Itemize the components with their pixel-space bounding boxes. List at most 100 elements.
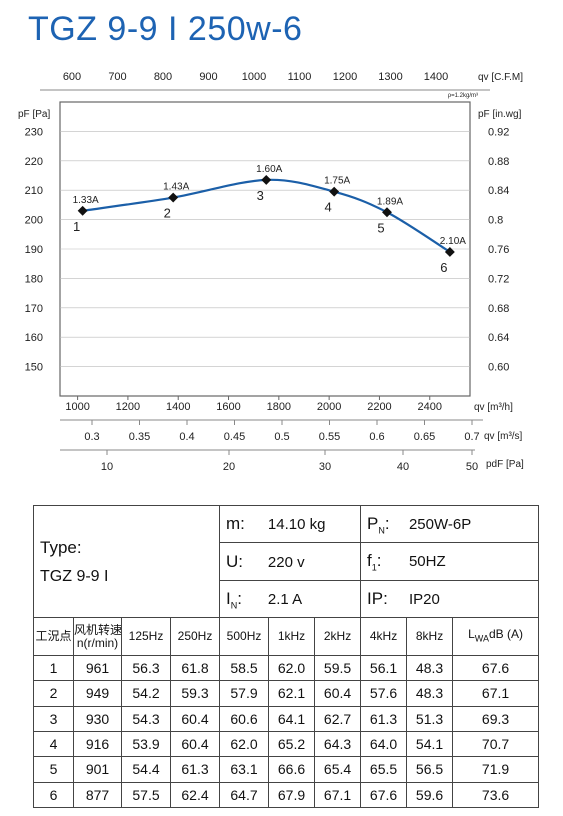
y-tick-label: 210 (25, 185, 43, 197)
operating-point-number: 5 (377, 220, 384, 235)
x-top-tick-label: 1300 (378, 71, 402, 83)
y-right-tick-label: 0.60 (488, 362, 509, 374)
data-point-marker (168, 192, 179, 203)
y-tick-label: 220 (25, 156, 43, 168)
protection-label: IP: (367, 589, 388, 609)
m3s-tick-label: 0.55 (319, 431, 340, 443)
mass-label: m: (226, 514, 245, 534)
x-top-tick-label: 700 (108, 71, 126, 83)
current-cell: IN: 2.1 A (219, 579, 362, 619)
frequency-value: 50HZ (408, 553, 446, 571)
pa-axis-label: pdF [Pa] (486, 459, 524, 470)
data-point-marker (382, 207, 392, 218)
table-cell: 70.7 (452, 730, 540, 758)
y-tick-label: 160 (25, 332, 43, 344)
table-cell: 949 (73, 680, 122, 707)
table-cell: 56.1 (360, 654, 408, 682)
m3s-axis-label: qv [m³/s] (484, 431, 523, 442)
y-tick-label: 230 (25, 126, 43, 138)
operating-point-number: 2 (164, 206, 171, 221)
table-cell: 53.9 (121, 730, 171, 758)
m3s-tick-label: 0.4 (179, 431, 194, 443)
voltage-value: 220 v (267, 553, 305, 571)
table-cell: 2 (33, 680, 74, 707)
table-cell: 48.3 (406, 654, 454, 682)
y-tick-label: 170 (25, 303, 43, 315)
power-cell: PN: 250W-6P (360, 504, 540, 544)
chart-series: 1 1.33A 2 1.43A 3 1.60A 4 1.75A 5 1.89A 6 2.10A (73, 164, 467, 275)
x-top-tick-label: 800 (154, 71, 172, 83)
table-cell: 48.3 (406, 680, 454, 707)
power-label: PN: (367, 513, 390, 535)
table-cell: 67.9 (268, 781, 316, 809)
table-row: 1 961 56.3 61.8 58.5 62.0 59.5 56.1 48.3 67.6 (33, 654, 540, 682)
operating-point-number: 1 (73, 219, 80, 234)
table-cell: 961 (73, 654, 122, 682)
table-cell: 54.4 (121, 756, 171, 783)
x-top-tick-label: 1400 (424, 71, 448, 83)
y-right-tick-label: 0.84 (488, 185, 509, 197)
table-cell: 63.1 (219, 756, 270, 783)
frequency-label: f1: (367, 551, 382, 573)
noise-table-body: 1 961 56.3 61.8 58.5 62.0 59.5 56.1 48.3 67.6 2 949… (33, 654, 540, 809)
protection-cell: IP: IP20 (360, 579, 540, 619)
current-label: IN: (226, 588, 242, 610)
m3s-tick-label: 0.5 (274, 431, 289, 443)
table-cell: 57.6 (360, 680, 408, 707)
table-cell: 60.6 (219, 705, 270, 732)
table-cell: 73.6 (452, 781, 540, 809)
table-cell: 930 (73, 705, 122, 732)
table-cell: 67.1 (314, 781, 362, 809)
pa-tick-label: 30 (319, 461, 331, 473)
operating-point-number: 6 (440, 260, 447, 275)
table-row: 2 949 54.2 59.3 57.9 62.1 60.4 57.6 48.3 67.1 (33, 680, 540, 707)
noise-table-header: 工況点 风机转速 n(r/min) 125Hz 250Hz 500Hz 1kHz … (33, 617, 540, 656)
table-row: 5 901 54.4 61.3 63.1 66.6 65.4 65.5 56.5 71.9 (33, 756, 540, 783)
table-cell: 62.4 (169, 781, 221, 809)
table-cell: 3 (33, 705, 74, 732)
table-row: 4 916 53.9 60.4 62.0 65.2 64.3 64.0 54.1 70.7 (33, 730, 540, 758)
m3s-tick-label: 0.6 (369, 431, 384, 443)
header-125hz: 125Hz (121, 617, 171, 656)
y-right-tick-label: 0.88 (488, 156, 509, 168)
current-data-label: 1.43A (163, 182, 189, 193)
mass-cell: m: 14.10 kg (219, 504, 362, 544)
y-right-tick-label: 0.68 (488, 303, 509, 315)
y-tick-label: 180 (25, 273, 43, 285)
header-4khz: 4kHz (360, 617, 408, 656)
table-cell: 57.5 (121, 781, 171, 809)
current-data-label: 1.33A (73, 195, 99, 206)
table-cell: 64.3 (314, 730, 362, 758)
type-value: TGZ 9-9 I (40, 567, 109, 585)
table-cell: 65.4 (314, 756, 362, 783)
table-cell: 65.2 (268, 730, 316, 758)
y-tick-label: 200 (25, 215, 43, 227)
type-label: Type: (40, 537, 82, 557)
table-cell: 916 (73, 730, 122, 758)
table-cell: 5 (33, 756, 74, 783)
table-cell: 1 (33, 654, 74, 682)
power-value: 250W-6P (408, 515, 472, 533)
x-top-tick-label: 900 (199, 71, 217, 83)
x-top-tick-label: 600 (63, 71, 81, 83)
table-cell: 62.1 (268, 680, 316, 707)
current-data-label: 1.75A (324, 176, 350, 187)
current-data-label: 1.60A (256, 164, 282, 175)
table-cell: 71.9 (452, 756, 540, 783)
x-tick-label: 2400 (418, 401, 442, 413)
protection-value: IP20 (408, 591, 440, 609)
y-tick-label: 190 (25, 244, 43, 256)
fan-spec-table: Type: TGZ 9-9 I m: 14.10 kg PN: 250W-6P … (32, 504, 540, 809)
pa-tick-label: 50 (466, 461, 478, 473)
table-cell: 65.5 (360, 756, 408, 783)
table-cell: 60.4 (314, 680, 362, 707)
data-point-marker (77, 205, 88, 216)
table-cell: 64.7 (219, 781, 270, 809)
y-right-tick-label: 0.64 (488, 332, 509, 344)
y-right-tick-label: 0.76 (488, 244, 509, 256)
table-cell: 59.5 (314, 654, 362, 682)
x-axis-label: qv [m³/h] (474, 402, 513, 413)
table-cell: 62.0 (268, 654, 316, 682)
header-2khz: 2kHz (314, 617, 362, 656)
header-8khz: 8kHz (406, 617, 454, 656)
